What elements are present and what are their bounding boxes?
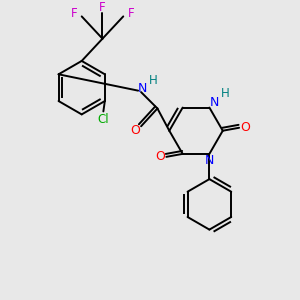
Text: N: N: [210, 96, 219, 109]
Text: Cl: Cl: [98, 113, 109, 126]
Text: O: O: [155, 150, 165, 163]
Text: F: F: [99, 1, 106, 14]
Text: N: N: [137, 82, 147, 95]
Text: N: N: [205, 154, 214, 167]
Text: F: F: [71, 7, 78, 20]
Text: H: H: [221, 87, 230, 100]
Text: H: H: [148, 74, 157, 87]
Text: F: F: [128, 7, 134, 20]
Text: O: O: [130, 124, 140, 137]
Text: O: O: [240, 121, 250, 134]
